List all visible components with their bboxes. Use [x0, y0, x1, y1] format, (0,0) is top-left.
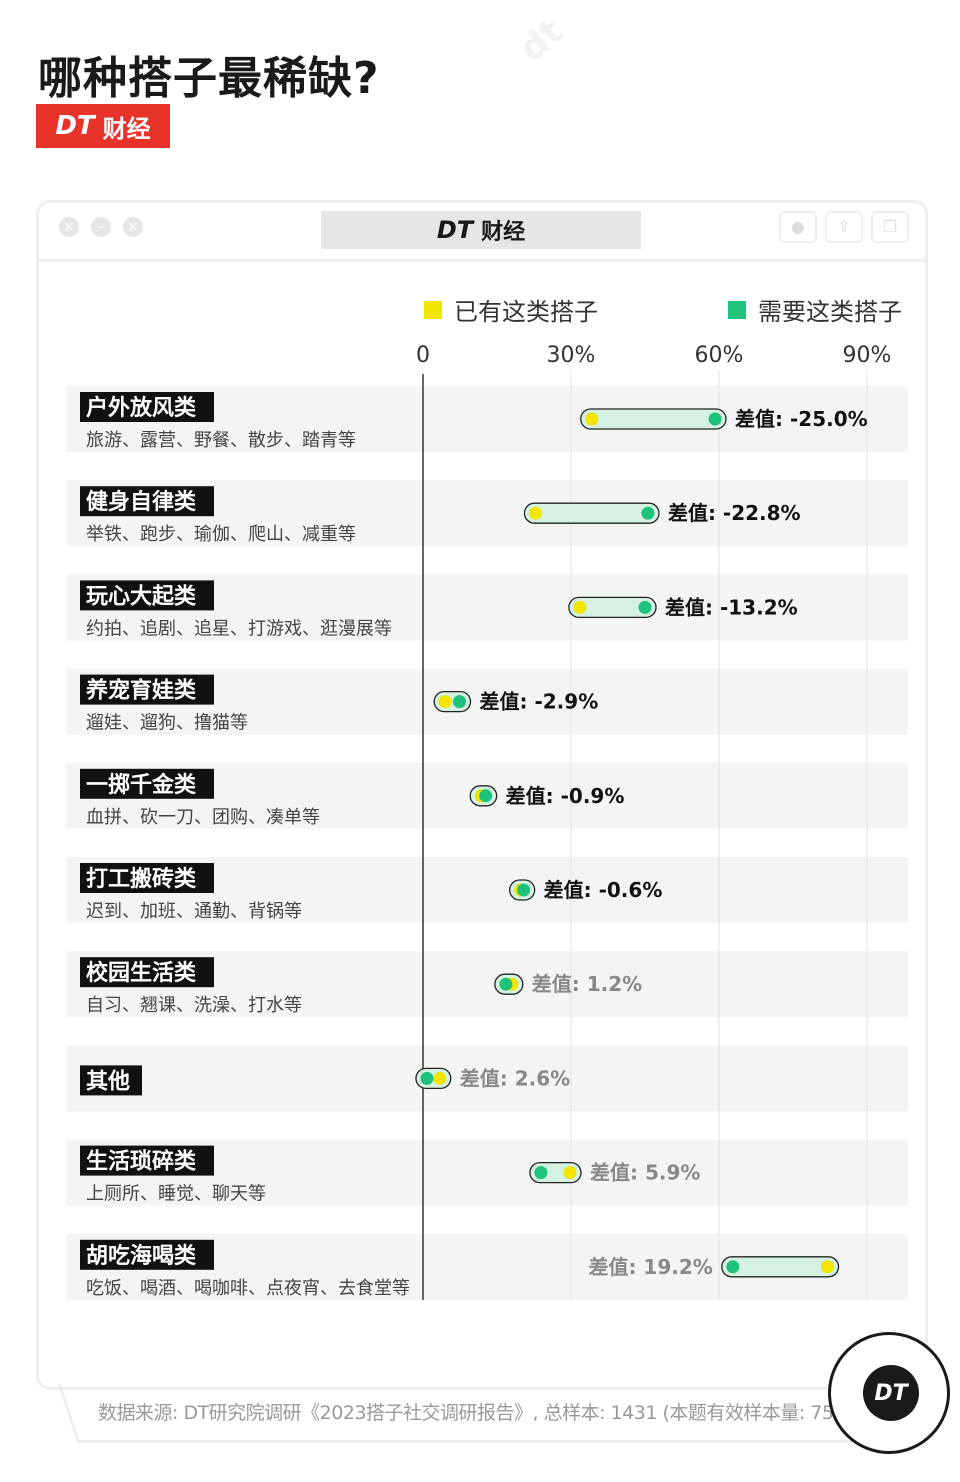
category-label-bg	[80, 486, 214, 517]
category-label: 玩心大起类	[86, 584, 197, 609]
window-header: × – × DT 财经 ● ⇪ ❐	[39, 203, 925, 262]
category-label-bg	[80, 1145, 214, 1176]
category-label: 打工搬砖类	[86, 866, 197, 892]
category-examples: 旅游、露营、野餐、散步、踏青等	[86, 430, 356, 451]
point-need	[726, 1260, 740, 1274]
category-label: 校园生活类	[86, 960, 197, 986]
category-examples: 约拍、追剧、追星、打游戏、逛漫展等	[86, 618, 392, 639]
category-label: 胡吃海喝类	[86, 1243, 197, 1269]
page-title: 哪种搭子最稀缺?	[38, 53, 380, 104]
window-title-name: 财经	[481, 220, 526, 245]
category-label: 一掷千金类	[86, 772, 197, 798]
source-note: 数据来源: DT研究院调研《2023搭子社交调研报告》, 总样本: 1431 (…	[98, 1402, 852, 1424]
difference-label: 差值: -0.9%	[506, 784, 625, 808]
category-label: 养宠育娃类	[85, 678, 197, 704]
category-label-bg	[80, 1065, 142, 1096]
category-label: 健身自律类	[86, 489, 197, 515]
brand-badge: DT 财经	[36, 104, 170, 148]
difference-label: 差值: 19.2%	[588, 1255, 712, 1279]
point-need	[499, 977, 513, 991]
legend-label-have: 已有这类搭子	[454, 298, 598, 326]
point-need	[420, 1071, 434, 1085]
difference-label: 差值: 1.2%	[532, 972, 642, 996]
difference-label: 差值: 2.6%	[460, 1066, 570, 1090]
difference-label: 差值: -0.6%	[544, 878, 663, 902]
category-label: 生活琐碎类	[86, 1149, 197, 1175]
legend-label-need: 需要这类搭子	[758, 298, 902, 326]
share-icon[interactable]: ⇪	[825, 211, 863, 243]
category-examples: 上厕所、睡觉、聊天等	[86, 1184, 266, 1205]
row-background	[66, 1045, 908, 1112]
point-have	[585, 412, 599, 426]
difference-label: 差值: 5.9%	[590, 1161, 700, 1185]
category-label-bg	[80, 392, 214, 422]
legend-have: 已有这类搭子	[424, 292, 598, 327]
category-label-bg	[80, 863, 214, 893]
point-need	[641, 506, 655, 520]
point-need	[517, 883, 531, 897]
category-examples: 遛娃、遛狗、撸猫等	[86, 713, 248, 734]
brand-name: 财经	[102, 114, 151, 143]
close-icon[interactable]: ×	[59, 217, 79, 237]
point-need	[708, 412, 722, 426]
category-examples: 血拼、砍一刀、团购、凑单等	[86, 807, 320, 828]
point-have	[528, 506, 542, 520]
copy-icon[interactable]: ❐	[871, 211, 909, 243]
difference-label: 差值: -22.8%	[668, 501, 801, 525]
category-examples: 吃饭、喝酒、喝咖啡、点夜宵、去食堂等	[86, 1278, 410, 1299]
maximize-icon[interactable]: ×	[123, 217, 143, 237]
point-need	[453, 695, 467, 709]
range-bar	[721, 1256, 840, 1278]
x-tick-label: 90%	[843, 343, 892, 368]
category-label: 户外放风类	[86, 395, 197, 421]
window-logo-text: DT	[436, 216, 474, 244]
range-bar	[580, 408, 727, 430]
brand-logo-text: DT	[55, 111, 95, 141]
point-have	[573, 600, 587, 614]
range-bar	[523, 502, 660, 524]
category-label: 其他	[86, 1069, 130, 1094]
category-label-bg	[80, 674, 214, 705]
point-have	[563, 1166, 577, 1180]
dt-logo-mark: DT	[863, 1365, 919, 1421]
difference-label: 差值: -2.9%	[480, 690, 599, 714]
point-need	[534, 1166, 548, 1180]
point-have	[438, 695, 452, 709]
legend-swatch-need	[728, 300, 746, 319]
minimize-icon[interactable]: –	[91, 217, 111, 237]
difference-label: 差值: -13.2%	[665, 595, 798, 619]
category-examples: 举铁、跑步、瑜伽、爬山、减重等	[86, 524, 356, 545]
x-tick-label: 30%	[547, 343, 596, 368]
difference-label: 差值: -25.0%	[735, 407, 868, 431]
window-title-bar: DT 财经	[321, 211, 641, 249]
x-tick-label: 0	[416, 343, 430, 368]
range-bar	[568, 596, 657, 619]
point-need	[479, 789, 493, 803]
x-tick-label: 60%	[695, 343, 744, 368]
point-need	[638, 600, 652, 614]
category-label-bg	[80, 957, 214, 988]
record-icon[interactable]: ●	[779, 211, 817, 243]
category-label-bg	[80, 1239, 214, 1270]
legend-swatch-have	[424, 300, 442, 319]
category-examples: 自习、翘课、洗澡、打水等	[86, 995, 302, 1016]
point-have	[821, 1260, 835, 1274]
category-label-bg	[80, 768, 214, 799]
category-examples: 迟到、加班、通勤、背锅等	[86, 901, 302, 922]
legend-need: 需要这类搭子	[728, 292, 902, 327]
category-label-bg	[80, 580, 214, 611]
point-have	[433, 1071, 447, 1085]
dt-logo: DT	[828, 1332, 950, 1454]
